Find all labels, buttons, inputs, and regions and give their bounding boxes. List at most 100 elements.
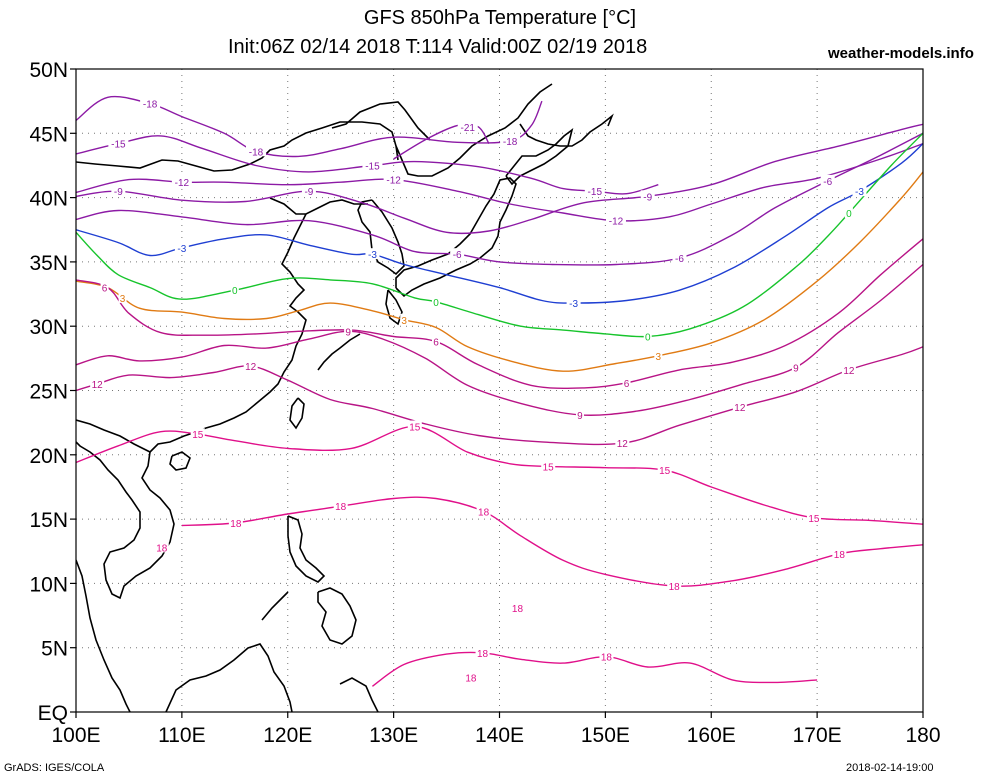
- isotherm-label-bg: [450, 248, 465, 260]
- isotherm-label-bg: [832, 547, 847, 559]
- isotherm-label: 15: [659, 466, 671, 477]
- isotherm-label-bg: [365, 248, 380, 260]
- isotherm-label: 9: [345, 327, 351, 338]
- brand-label[interactable]: weather-models.info: [828, 45, 974, 62]
- isotherm-labels: -21 -18 -18 -18 -15 -15 -15 -12 -12 -12 -9 -9 -9 -6 -6…: [90, 97, 867, 684]
- x-tick-label: 160E: [687, 724, 736, 747]
- isotherm-label: -9: [114, 187, 123, 198]
- y-tick-label: 35N: [29, 252, 68, 275]
- y-tick-label: 20N: [29, 445, 68, 468]
- isotherm-label-bg: [640, 190, 655, 202]
- isotherm-label: 12: [92, 380, 104, 391]
- coast-taiwan: [289, 397, 305, 430]
- isotherm-label-bg: [475, 646, 490, 658]
- y-tick-label: 5N: [41, 638, 68, 661]
- isotherm-label-bg: [230, 284, 239, 296]
- isotherm-line: [76, 171, 923, 372]
- plot-background: [76, 69, 923, 712]
- isotherm-label-bg: [732, 401, 747, 413]
- y-tick-label: 50N: [29, 59, 68, 82]
- isotherm-label: -9: [304, 187, 313, 198]
- isotherm-label-bg: [615, 437, 630, 449]
- isotherm-label-bg: [463, 671, 478, 683]
- y-tick-label: 30N: [29, 316, 68, 339]
- isotherm-label-bg: [90, 378, 105, 390]
- isotherm-label-bg: [228, 516, 243, 528]
- isotherm-label-bg: [643, 330, 652, 342]
- isotherm-label: 0: [232, 286, 238, 297]
- isotherm-line: [76, 132, 923, 338]
- isotherm-label-bg: [566, 297, 581, 309]
- chart-title: GFS 850hPa Temperature [°C]: [363, 7, 637, 29]
- isotherm-label: -12: [609, 217, 624, 228]
- isotherm-label-bg: [400, 313, 409, 325]
- isotherm-label-bg: [118, 291, 127, 303]
- isotherm-label: -3: [368, 250, 377, 261]
- isotherm-label: 18: [156, 543, 168, 554]
- isotherm-label-bg: [841, 363, 856, 375]
- x-tick-label: 100E: [51, 724, 100, 747]
- isotherm-label-bg: [431, 295, 440, 307]
- isotherm-label: 18: [477, 649, 489, 660]
- isotherm-label: 15: [808, 514, 820, 525]
- isotherm-label: -15: [588, 187, 603, 198]
- isotherm-label: 12: [617, 439, 629, 450]
- isotherm-label-bg: [333, 500, 348, 512]
- isotherm-label: -18: [143, 100, 158, 111]
- isotherm-line: [76, 123, 923, 235]
- isotherm-label-bg: [622, 376, 631, 388]
- isotherm-label: 18: [601, 653, 613, 664]
- x-tick-label: 120E: [263, 724, 312, 747]
- coast-japan-honshu: [395, 177, 517, 298]
- isotherm-label-bg: [301, 185, 316, 197]
- coast-hainan: [169, 451, 191, 471]
- isotherm-label: -3: [177, 244, 186, 255]
- isotherm-label-bg: [584, 185, 605, 197]
- coast-korea: [357, 199, 405, 276]
- isotherm-label: -6: [823, 177, 832, 188]
- isotherm-label: -3: [855, 187, 864, 198]
- isotherm-label: -15: [111, 140, 126, 151]
- isotherm-label-bg: [500, 135, 521, 147]
- isotherm-line: [76, 238, 923, 390]
- isotherm-label: -21: [461, 123, 476, 134]
- x-tick-label: 130E: [369, 724, 418, 747]
- isotherm-lines: [76, 95, 923, 687]
- isotherm-label-bg: [806, 511, 821, 523]
- isotherm-label: 18: [230, 519, 242, 530]
- isotherm-label: 15: [543, 462, 555, 473]
- isotherm-label-bg: [243, 360, 258, 372]
- coast-japan-kyushu: [385, 289, 403, 326]
- isotherm-label-bg: [154, 541, 169, 553]
- isotherm-label: -15: [365, 161, 380, 172]
- isotherm-label-bg: [510, 601, 525, 613]
- axis-ticks: 100E 110E 120E 130E 140E 150E 160E 170E 18050N45…: [29, 59, 940, 747]
- isotherm-label: 3: [401, 316, 407, 327]
- x-tick-label: 140E: [475, 724, 524, 747]
- isotherm-label: -12: [386, 176, 401, 187]
- isotherm-label: 15: [192, 430, 204, 441]
- isotherm-label: 0: [645, 332, 651, 343]
- isotherm-label-bg: [344, 325, 353, 337]
- isotherm-label: -9: [643, 192, 652, 203]
- x-tick-label: 170E: [793, 724, 842, 747]
- isotherm-label-bg: [605, 214, 626, 226]
- isotherm-label-bg: [820, 174, 835, 186]
- isotherm-label-bg: [245, 145, 266, 157]
- isotherm-label: -3: [569, 299, 578, 310]
- isotherm-label: 18: [335, 502, 347, 513]
- isotherm-label: -12: [175, 178, 190, 189]
- isotherm-label-bg: [457, 120, 478, 132]
- coast-japan-hokkaido: [505, 128, 574, 186]
- isotherm-label: 12: [734, 403, 746, 414]
- isotherm-label-bg: [476, 505, 491, 517]
- isotherm-label: -18: [249, 147, 264, 158]
- generation-timestamp: 2018-02-14-19:00: [846, 762, 934, 774]
- isotherm-label: 0: [433, 298, 439, 309]
- isotherm-line: [371, 651, 818, 687]
- isotherm-label-bg: [654, 349, 663, 361]
- isotherm-label-bg: [190, 428, 205, 440]
- coast-luzon: [287, 515, 326, 583]
- coast-palawan: [261, 591, 289, 621]
- isotherm-label: 6: [624, 379, 630, 390]
